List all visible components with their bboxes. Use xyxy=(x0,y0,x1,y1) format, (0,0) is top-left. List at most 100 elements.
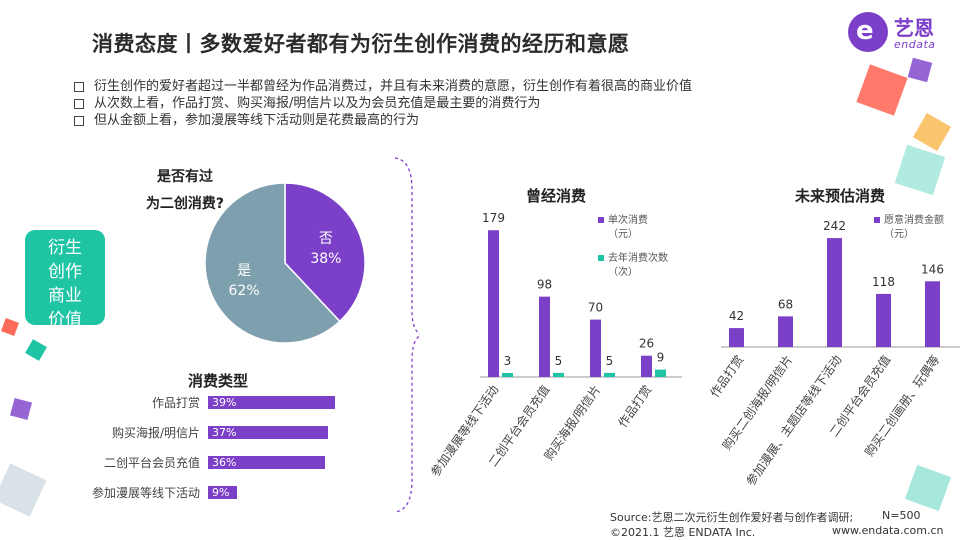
value-badge: 衍生 创作 商业 价值 xyxy=(25,230,105,330)
bar xyxy=(553,372,564,377)
pie-slice-label: 是 xyxy=(237,263,251,279)
source-note: Source:艺恩二次元衍生创作爱好者与创作者调研; xyxy=(610,511,854,524)
pie-title: 是否有过 为二创消费? xyxy=(110,164,260,218)
hbar-bar: 37% xyxy=(208,425,329,439)
bullet-text: 但从金额上看，参加漫展等线下活动则是花费最高的行为 xyxy=(94,113,420,128)
hbar-row: 二创平台会员充值 36% xyxy=(10,454,325,470)
sample-size: N=500 xyxy=(882,509,921,522)
hbar-category-label: 购买海报/明信片 xyxy=(111,425,200,440)
bar xyxy=(641,355,652,377)
bar xyxy=(539,296,550,377)
pie-slice-value: 62% xyxy=(229,283,260,299)
future-spend-chart: 42作品打赏68购买二创海报/明信片242参加漫展、主题店等线下活动118二创平… xyxy=(707,219,960,489)
bar-value-label: 118 xyxy=(872,275,895,289)
legend-label: （元） xyxy=(608,229,638,240)
bar-value-label: 26 xyxy=(639,337,654,351)
logo-mark: e xyxy=(856,16,874,46)
hbar-row: 作品打赏 39% xyxy=(10,394,335,410)
checkbox-icon xyxy=(74,81,84,92)
bar xyxy=(590,319,601,377)
legend-swatch xyxy=(874,217,880,223)
hbar-category-label: 参加漫展等线下活动 xyxy=(91,485,200,500)
legend-label: （次） xyxy=(608,267,638,278)
hbar-bar: 39% xyxy=(208,395,335,409)
future-spend-legend: 愿意消费金额 （元） xyxy=(874,214,944,242)
bar-value-label: 98 xyxy=(537,278,552,292)
hbar-row: 参加漫展等线下活动 9% xyxy=(10,484,238,500)
bar-value-label: 9 xyxy=(657,351,665,365)
legend-item: 愿意消费金额 xyxy=(874,214,944,228)
hbar-category-label: 作品打赏 xyxy=(151,395,200,410)
bar-value-label: 5 xyxy=(555,354,563,368)
legend-item: （次） xyxy=(598,266,668,280)
legend-swatch xyxy=(598,217,604,223)
decor-square xyxy=(25,339,47,361)
copyright: ©2021.1 艺恩 ENDATA Inc. xyxy=(610,526,756,539)
bullet-item: 从次数上看，作品打赏、购买海报/明信片以及为会员充值是最主要的消费行为 xyxy=(74,95,692,112)
pie-slice xyxy=(204,182,341,344)
bar xyxy=(488,230,499,377)
bar-value-label: 146 xyxy=(921,262,944,276)
hbar-category-label: 二创平台会员充值 xyxy=(103,455,200,470)
bar-value-label: 68 xyxy=(778,297,793,311)
bar xyxy=(925,281,940,347)
x-tick-label: 作品打赏 xyxy=(707,353,746,400)
hbar-title: 消费类型 xyxy=(188,372,249,390)
pie-title-line: 是否有过 xyxy=(157,169,213,185)
past-spend-title: 曾经消费 xyxy=(526,187,587,205)
pie-slice-label: 否 xyxy=(319,231,333,247)
website: www.endata.com.cn xyxy=(832,524,944,537)
logo-text: 艺恩 xyxy=(894,16,934,40)
bar-value-label: 42 xyxy=(729,309,744,323)
pie-chart: 否 38% 是 62% xyxy=(204,182,366,344)
decor-square xyxy=(907,57,933,83)
legend-item: （元） xyxy=(598,228,668,242)
bar xyxy=(778,316,793,347)
bar xyxy=(729,328,744,347)
badge-line: 创作 xyxy=(48,262,82,282)
page-title: 消费态度丨多数爱好者都有为衍生创作消费的经历和意愿 xyxy=(92,32,630,56)
legend-item: 单次消费 xyxy=(598,214,668,228)
bullet-item: 衍生创作的爱好者超过一半都曾经为作品消费过，并且有未来消费的意愿，衍生创作有着很… xyxy=(74,78,692,95)
future-spend-title: 未来预估消费 xyxy=(795,187,886,205)
logo-subtext: endata xyxy=(894,38,936,51)
bullet-item: 但从金额上看，参加漫展等线下活动则是花费最高的行为 xyxy=(74,112,692,129)
hbar-row: 购买海报/明信片 37% xyxy=(10,424,329,440)
hbar-bar: 9% xyxy=(208,485,238,499)
checkbox-icon xyxy=(74,115,84,126)
decor-square xyxy=(894,144,946,196)
badge-line: 衍生 xyxy=(48,238,82,258)
bracket-divider xyxy=(394,157,420,513)
legend-label: 去年消费次数 xyxy=(608,253,668,264)
legend-label: 愿意消费金额 xyxy=(884,215,944,226)
x-tick-label: 参加漫展、主题店等线下活动 xyxy=(743,352,845,488)
bar xyxy=(502,373,513,377)
hbar-bar: 36% xyxy=(208,455,325,469)
bar-value-label: 242 xyxy=(823,219,846,233)
bar-value-label: 3 xyxy=(504,354,512,368)
decor-square xyxy=(1,318,19,336)
bar-value-label: 179 xyxy=(482,211,505,225)
bar xyxy=(876,293,891,347)
bullet-list: 衍生创作的爱好者超过一半都曾经为作品消费过，并且有未来消费的意愿，衍生创作有着很… xyxy=(74,78,692,129)
legend-swatch xyxy=(598,255,604,261)
badge-line: 价值 xyxy=(48,310,82,330)
pie-slice-value: 38% xyxy=(310,251,341,267)
pie-title-line: 为二创消费? xyxy=(145,196,225,212)
logo-icon xyxy=(848,12,888,52)
bullet-text: 从次数上看，作品打赏、购买海报/明信片以及为会员充值是最主要的消费行为 xyxy=(94,96,541,111)
bar xyxy=(827,238,842,347)
checkbox-icon xyxy=(74,98,84,109)
bar-value-label: 5 xyxy=(606,354,614,368)
legend-item: 去年消费次数 xyxy=(598,252,668,266)
pie-slice xyxy=(284,182,366,323)
bar xyxy=(604,372,615,377)
hbar-chart: 作品打赏 39% 购买海报/明信片 37% 二创平台会员充值 36% 参加漫展等线下活动 9% xyxy=(10,394,390,514)
bullet-text: 衍生创作的爱好者超过一半都曾经为作品消费过，并且有未来消费的意愿，衍生创作有着很… xyxy=(94,79,693,94)
bar xyxy=(655,369,666,377)
decor-square xyxy=(912,112,952,152)
badge-line: 商业 xyxy=(48,286,82,306)
bar-value-label: 70 xyxy=(588,301,603,315)
decor-square xyxy=(856,64,908,116)
legend-item: （元） xyxy=(874,228,944,242)
